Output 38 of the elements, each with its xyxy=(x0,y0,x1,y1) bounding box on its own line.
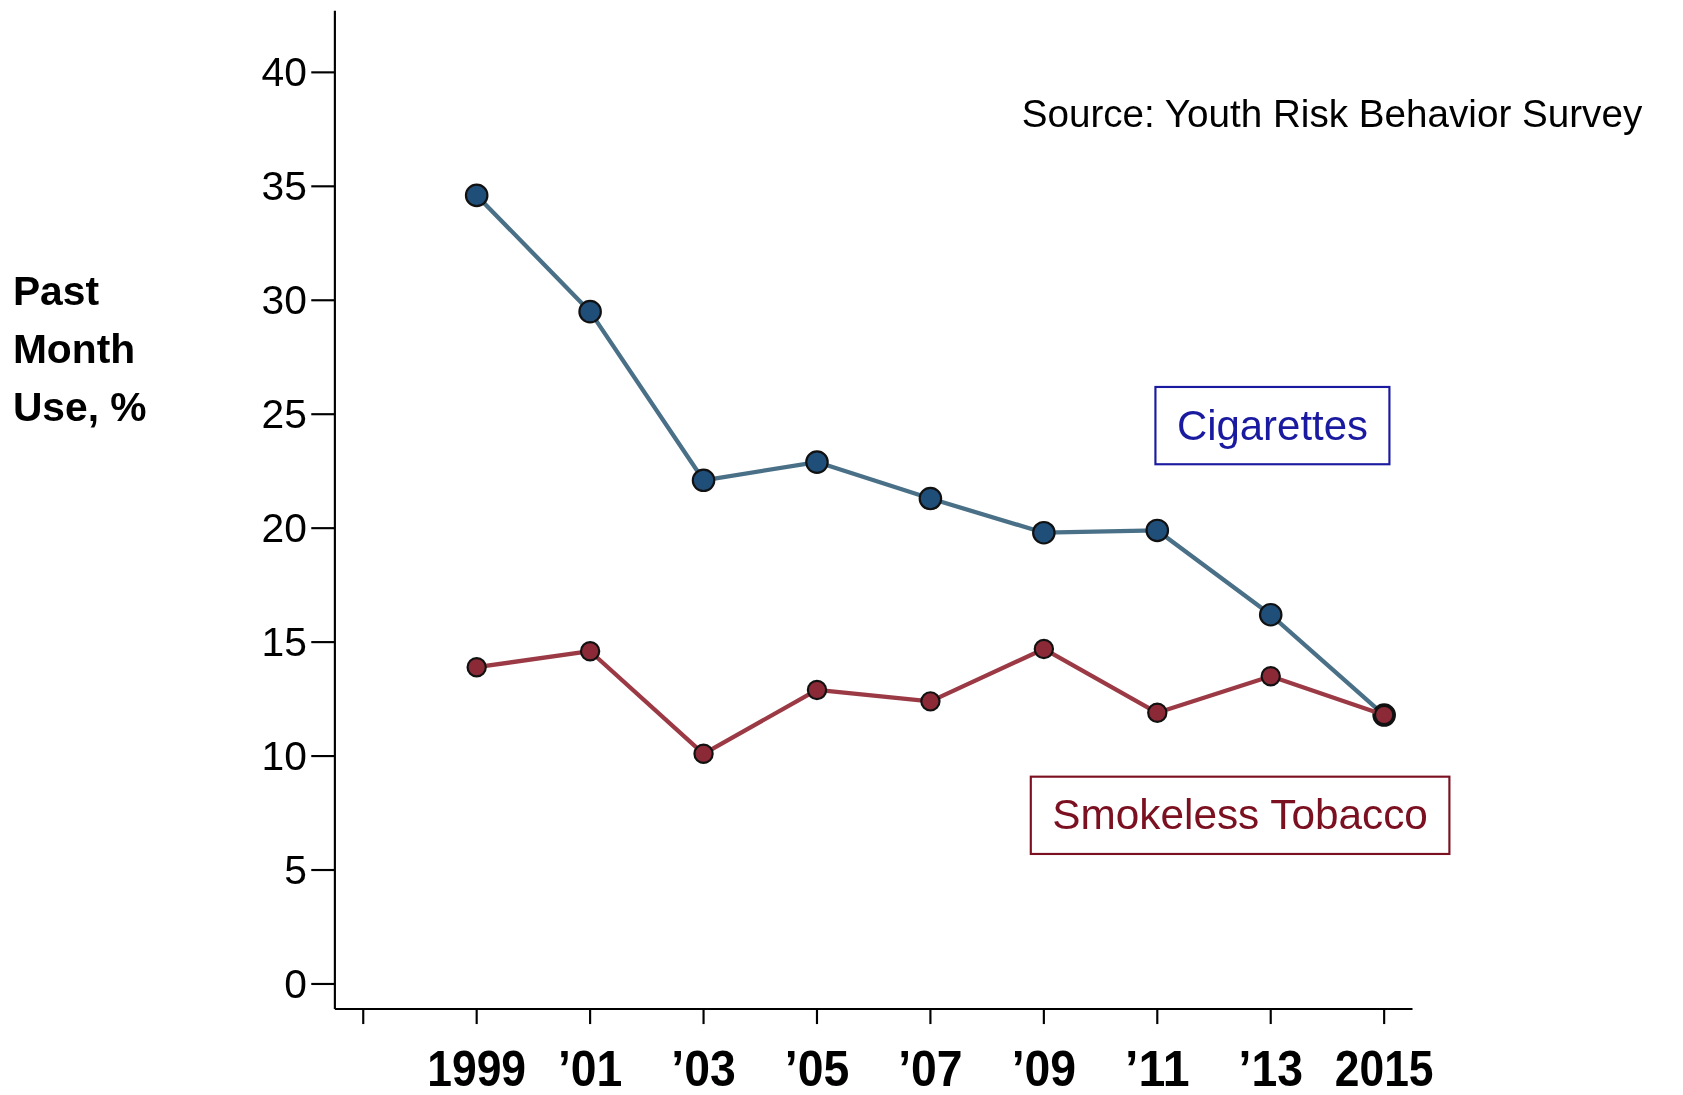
y-tick-label: 35 xyxy=(261,163,307,210)
x-tick-label: ’13 xyxy=(1238,1041,1308,1095)
y-tick-label: 10 xyxy=(261,733,307,780)
y-tick-label: 0 xyxy=(284,960,307,1007)
x-tick-label: ’07 xyxy=(898,1041,967,1095)
y-axis-title: Past Month Use, % xyxy=(12,267,147,430)
x-tick-label: ’05 xyxy=(784,1041,854,1095)
x-tick-label: ’03 xyxy=(671,1041,740,1095)
point xyxy=(1147,702,1168,723)
x-tick-label: ’11 xyxy=(1125,1041,1191,1095)
y-tick-label: 40 xyxy=(261,49,307,96)
point xyxy=(918,486,943,511)
point xyxy=(466,656,487,678)
point xyxy=(1258,602,1283,627)
x-tick-label: 1999 xyxy=(427,1041,538,1095)
series-label: Cigarettes xyxy=(1176,400,1373,449)
x-tick-label: ’01 xyxy=(557,1041,627,1095)
y-tick-label: 15 xyxy=(261,619,307,666)
point xyxy=(1145,518,1170,543)
point xyxy=(806,679,828,701)
point xyxy=(693,743,714,764)
y-tick-label: 25 xyxy=(261,391,307,438)
point xyxy=(691,468,716,493)
y-tick-label: 5 xyxy=(284,846,307,893)
point xyxy=(1260,666,1281,687)
y-tick-label: 30 xyxy=(261,277,307,324)
point xyxy=(464,183,489,208)
series-label: Smokeless Tobacco xyxy=(1052,790,1434,839)
y-tick-label: 20 xyxy=(261,505,307,552)
x-tick-label: ’09 xyxy=(1011,1041,1081,1095)
x-tick-label: 2015 xyxy=(1334,1041,1445,1095)
point xyxy=(805,450,829,474)
point xyxy=(579,641,601,662)
point xyxy=(920,691,941,712)
annotation: Source: Youth Risk Behavior Survey xyxy=(1021,91,1643,135)
point xyxy=(578,299,602,324)
point xyxy=(1033,638,1055,660)
point xyxy=(1032,520,1056,545)
